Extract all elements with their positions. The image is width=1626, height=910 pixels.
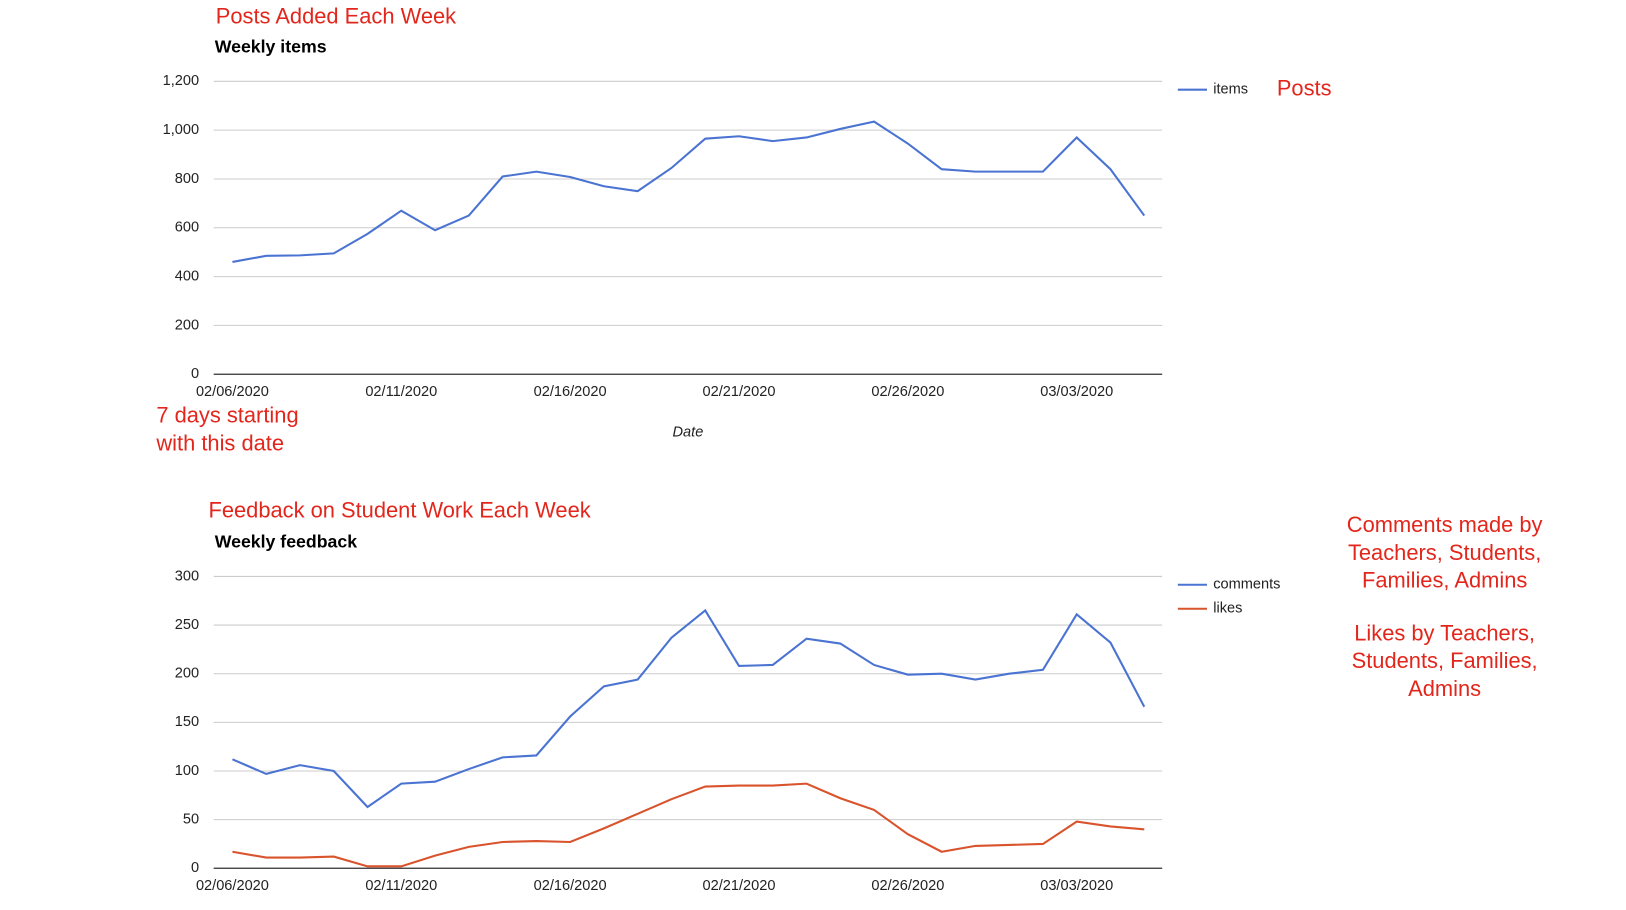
annotation: Comments made by [1347, 512, 1543, 537]
y-tick-label: 250 [175, 617, 199, 633]
annotation: Teachers, Students, [1348, 540, 1541, 565]
y-tick-label: 600 [175, 220, 199, 236]
x-tick-label: 02/11/2020 [365, 384, 437, 400]
y-tick-label: 50 [183, 811, 199, 827]
y-tick-label: 300 [175, 568, 199, 584]
x-tick-label: 03/03/2020 [1040, 384, 1113, 400]
line-series [232, 608, 1146, 809]
y-tick-label: 400 [175, 268, 199, 284]
x-tick-label: 02/21/2020 [703, 384, 776, 400]
annotation: with this date [155, 430, 284, 455]
y-tick-label: 1,000 [163, 122, 199, 138]
annotation: 7 days starting [156, 403, 298, 428]
x-tick-label: 02/26/2020 [871, 878, 944, 894]
y-tick-label: 0 [191, 366, 199, 382]
x-tick-label: 02/16/2020 [534, 384, 607, 400]
legend-label: comments [1213, 577, 1280, 593]
x-axis-label: Date [673, 424, 704, 440]
y-tick-label: 200 [175, 317, 199, 333]
annotation: Families, Admins [1362, 567, 1527, 592]
legend-label: items [1213, 82, 1248, 98]
annotation: Posts Added Each Week [216, 4, 456, 29]
y-tick-label: 150 [175, 714, 199, 730]
line-series [232, 120, 1146, 263]
y-tick-label: 200 [175, 666, 199, 682]
x-tick-label: 03/03/2020 [1040, 878, 1113, 894]
line-series [232, 782, 1145, 868]
x-tick-label: 02/06/2020 [196, 878, 269, 894]
chart-title: Weekly feedback [215, 532, 358, 552]
annotation: Admins [1408, 676, 1481, 701]
y-tick-label: 1,200 [163, 73, 199, 89]
annotation: Likes by Teachers, [1354, 621, 1535, 646]
x-tick-label: 02/16/2020 [534, 878, 607, 894]
y-tick-label: 0 [191, 860, 199, 876]
annotation: Posts [1277, 75, 1332, 100]
x-tick-label: 02/21/2020 [703, 878, 776, 894]
x-tick-label: 02/11/2020 [365, 878, 437, 894]
y-tick-label: 800 [175, 171, 199, 187]
legend-label: likes [1213, 601, 1242, 617]
y-tick-label: 100 [175, 763, 199, 779]
chart-title: Weekly items [215, 37, 327, 57]
annotation: Students, Families, [1352, 648, 1538, 673]
x-tick-label: 02/06/2020 [196, 384, 269, 400]
annotation: Feedback on Student Work Each Week [208, 498, 590, 523]
x-tick-label: 02/26/2020 [871, 384, 944, 400]
